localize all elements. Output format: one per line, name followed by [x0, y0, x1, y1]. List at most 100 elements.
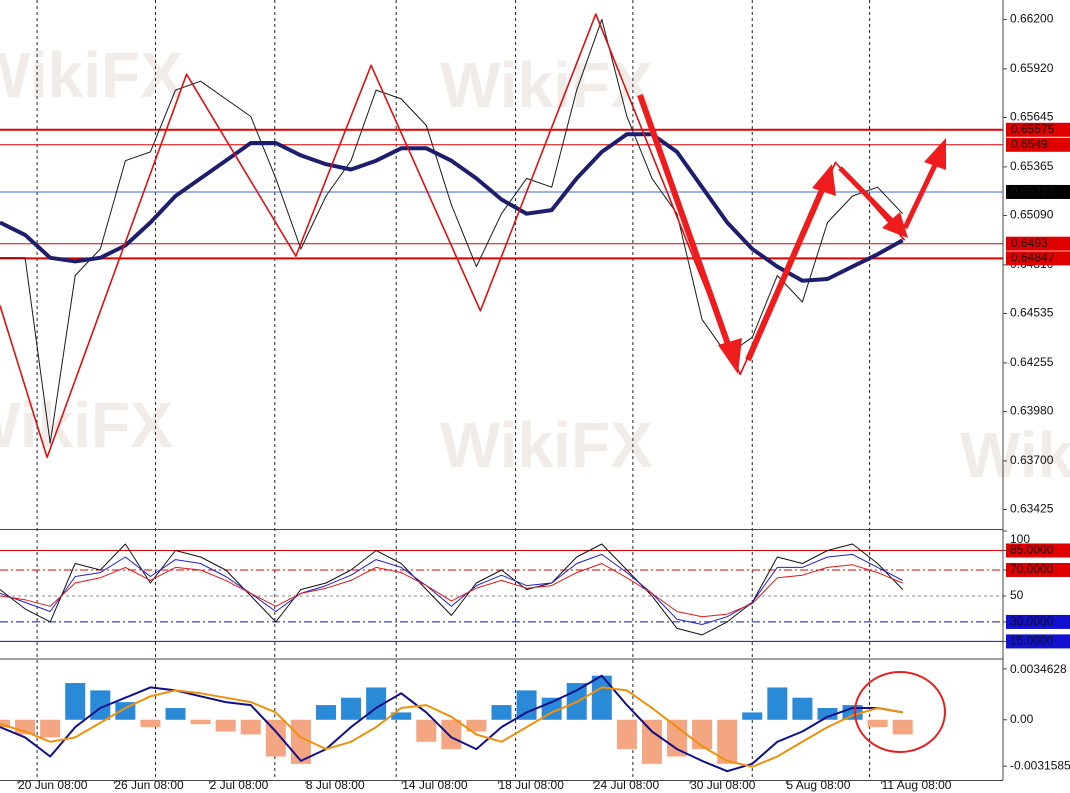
histogram-bar [215, 719, 236, 732]
histogram-bar [65, 683, 86, 720]
y-tick-box [1006, 588, 1070, 603]
histogram-bar [616, 719, 637, 750]
watermark: WikiFX [960, 419, 1070, 491]
histogram-bar [40, 719, 61, 738]
histogram-bar [892, 719, 913, 735]
arrow-head [924, 138, 946, 170]
level-label-box [1006, 137, 1070, 152]
y-tick-label: 85.0000 [1010, 543, 1054, 557]
arrow-head [882, 212, 908, 238]
y-tick-label: 0.63980 [1010, 404, 1054, 418]
histogram-bar [165, 708, 186, 720]
histogram-bar [491, 705, 512, 720]
histogram-bar [240, 719, 261, 735]
histogram-bar [742, 712, 763, 720]
histogram-bar [140, 719, 161, 728]
histogram-bar [667, 719, 688, 757]
y-tick-box [1006, 543, 1070, 558]
y-tick-label: -0.0031585 [1010, 758, 1070, 772]
arrow [902, 163, 938, 230]
series-line [0, 686, 903, 768]
level-label: 0.65223 [1011, 184, 1055, 198]
histogram-bar [641, 719, 662, 764]
watermark: WikiFX [0, 389, 173, 461]
histogram-bar [817, 708, 838, 720]
y-tick-box [1006, 634, 1070, 649]
histogram-bar [591, 675, 612, 720]
histogram-bar [441, 719, 462, 750]
series-line [0, 674, 903, 773]
y-tick-label: 30.0000 [1010, 614, 1054, 628]
histogram-bar [767, 687, 788, 720]
series-line [0, 18, 904, 444]
x-tick-label: 11 Aug 08:00 [882, 778, 952, 792]
arrow-head [812, 164, 836, 196]
arrow-head [718, 338, 742, 374]
annotations [637, 94, 946, 753]
x-tick-label: 2 Jul 08:00 [210, 778, 269, 792]
histogram-bar [341, 697, 362, 720]
series-line [0, 543, 904, 636]
level-label: 0.6493 [1011, 236, 1048, 250]
histogram-bar [391, 712, 412, 720]
histogram-bar [265, 719, 286, 757]
y-tick-label: 100 [1010, 532, 1030, 546]
histogram-bar [516, 690, 537, 720]
level-label: 0.64847 [1011, 251, 1055, 265]
y-tick-label: 0.65920 [1010, 61, 1054, 75]
y-tick-box [1006, 562, 1070, 577]
x-tick-label: 8 Jul 08:00 [306, 778, 365, 792]
highlight-circle [854, 671, 946, 753]
x-tick-label: 30 Jul 08:00 [690, 778, 756, 792]
level-label: 0.6549 [1011, 137, 1048, 151]
y-tick-label: 0.63425 [1010, 502, 1054, 516]
histogram-bar [717, 719, 738, 764]
x-tick-label: 18 Jul 08:00 [498, 778, 564, 792]
series-line [0, 132, 904, 283]
watermark: WikiFX [0, 39, 183, 111]
y-tick-label: 0.65365 [1010, 159, 1054, 173]
arrow [745, 188, 825, 362]
y-tick-box [1006, 614, 1070, 629]
histogram-bar [315, 705, 336, 720]
x-tick-label: 5 Aug 08:00 [786, 778, 850, 792]
level-label-box [1006, 251, 1070, 266]
x-tick-label: 20 Jun 08:00 [18, 778, 88, 792]
histogram-bar [466, 719, 487, 732]
histogram-bar [792, 697, 813, 720]
watermarks: WikiFX WikiFX WikiFX WikiFX WikiFX [0, 39, 1070, 491]
y-tick-label: 0.0034628 [1010, 662, 1067, 676]
histogram-bar [290, 719, 311, 764]
histogram-bar [867, 719, 888, 728]
y-tick-label: 0.65645 [1010, 110, 1054, 124]
y-tick-label: 15.0000 [1010, 634, 1054, 648]
y-tick-label: 0.65090 [1010, 208, 1054, 222]
y-tick-label: 50 [1010, 588, 1024, 602]
x-tick-label: 26 Jun 08:00 [114, 778, 184, 792]
level-label: 0.65575 [1011, 122, 1055, 136]
series-line [0, 563, 903, 618]
watermark: WikiFX [440, 49, 653, 121]
y-tick-label: 0.64255 [1010, 355, 1054, 369]
level-label-box [1006, 236, 1070, 251]
x-tick-label: 14 Jul 08:00 [402, 778, 468, 792]
watermark: WikiFX [440, 409, 653, 481]
y-tick-label: 0.63700 [1010, 453, 1054, 467]
y-tick-label: 70.0000 [1010, 562, 1054, 576]
y-tick-label: 0.66200 [1010, 12, 1054, 26]
histogram-bar [190, 719, 211, 725]
y-tick-label: 0.64535 [1010, 306, 1054, 320]
histogram-bar [0, 719, 10, 728]
level-label-box [1006, 184, 1070, 199]
histogram-bar [692, 719, 713, 750]
histogram-bar [416, 719, 437, 742]
x-tick-label: 24 Jul 08:00 [594, 778, 660, 792]
level-label-box [1006, 122, 1070, 137]
arrow [637, 94, 733, 351]
y-tick-label: 0.00 [1010, 712, 1034, 726]
series-line [0, 553, 903, 625]
arrow [838, 166, 895, 224]
